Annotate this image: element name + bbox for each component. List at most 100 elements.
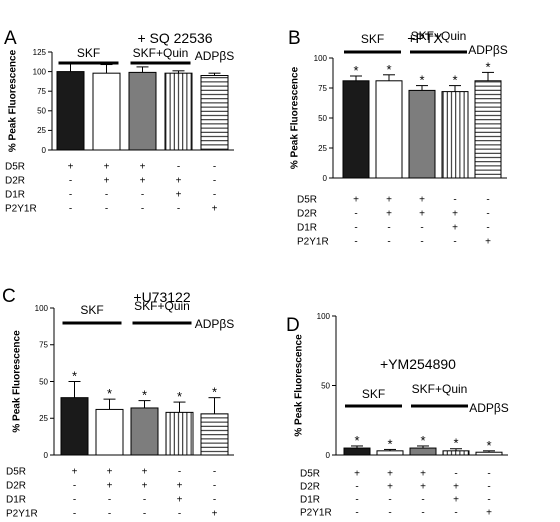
bar-1 bbox=[342, 80, 370, 179]
row-label-d2r: D2R bbox=[5, 176, 25, 187]
row-mark: + bbox=[419, 209, 425, 220]
bar-5 bbox=[200, 413, 229, 456]
row-mark: - bbox=[387, 237, 390, 248]
row-mark: + bbox=[420, 469, 426, 480]
row-mark: + bbox=[453, 495, 459, 506]
row-mark: - bbox=[420, 223, 423, 234]
row-mark: - bbox=[108, 495, 111, 506]
y-tick-label: 0 bbox=[323, 174, 328, 183]
significance-star-5: * bbox=[486, 438, 491, 453]
y-tick-label: 100 bbox=[317, 312, 331, 321]
row-mark: + bbox=[107, 481, 113, 492]
row-mark: - bbox=[486, 195, 489, 206]
bar-2 bbox=[375, 80, 403, 179]
group-label-1: SKF bbox=[362, 387, 385, 401]
significance-star-4: * bbox=[177, 389, 182, 404]
row-mark: - bbox=[486, 223, 489, 234]
row-mark: + bbox=[486, 508, 492, 519]
significance-star-4: * bbox=[453, 436, 458, 451]
bar-5 bbox=[474, 80, 502, 179]
y-tick-label: 25 bbox=[37, 126, 46, 135]
row-label-p2y1r: P2Y1R bbox=[5, 204, 37, 215]
bar-2 bbox=[92, 72, 121, 151]
row-mark: + bbox=[140, 162, 146, 173]
row-mark: - bbox=[178, 467, 181, 478]
y-tick-label: 100 bbox=[33, 67, 47, 76]
group-label-3: ADPβS bbox=[195, 317, 235, 331]
row-mark: + bbox=[140, 176, 146, 187]
row-label-d1r: D1R bbox=[5, 190, 25, 201]
row-mark: + bbox=[142, 481, 148, 492]
row-mark: - bbox=[388, 495, 391, 506]
row-mark: - bbox=[141, 190, 144, 201]
row-mark: - bbox=[213, 162, 216, 173]
y-tick-label: 50 bbox=[318, 114, 327, 123]
row-mark: + bbox=[419, 195, 425, 206]
panel-letter: B bbox=[288, 28, 301, 49]
y-axis-label: % Peak Fluorescence bbox=[12, 330, 23, 433]
row-label-d1r: D1R bbox=[300, 495, 320, 506]
row-mark: + bbox=[176, 190, 182, 201]
row-mark: + bbox=[452, 209, 458, 220]
row-mark: - bbox=[213, 481, 216, 492]
row-mark: - bbox=[73, 495, 76, 506]
bar-3 bbox=[408, 89, 436, 179]
group-label-1: SKF bbox=[80, 303, 103, 317]
row-mark: + bbox=[387, 482, 393, 493]
significance-star-2: * bbox=[107, 386, 112, 401]
row-label-d2r: D2R bbox=[300, 482, 320, 493]
significance-star-4: * bbox=[452, 73, 457, 88]
row-mark: - bbox=[213, 176, 216, 187]
row-mark: - bbox=[421, 495, 424, 506]
chart-panel-a: A + SQ 22536 % Peak Fluorescence 0 25 50 75 100… bbox=[4, 28, 234, 215]
group-label-2: SKF+Quin bbox=[134, 299, 190, 313]
bar-2 bbox=[376, 450, 404, 456]
row-mark: + bbox=[212, 509, 218, 520]
significance-star-1: * bbox=[353, 63, 358, 78]
row-mark: + bbox=[107, 467, 113, 478]
row-mark: - bbox=[105, 204, 108, 215]
row-mark: - bbox=[213, 190, 216, 201]
bar-4 bbox=[164, 72, 193, 151]
row-label-d2r: D2R bbox=[297, 209, 317, 220]
bar-3 bbox=[409, 447, 437, 456]
bar-1 bbox=[56, 71, 85, 151]
row-mark: + bbox=[212, 204, 218, 215]
bar-4 bbox=[442, 450, 470, 456]
panel-letter: C bbox=[2, 286, 16, 307]
bar-4 bbox=[165, 411, 194, 456]
panel-letter: A bbox=[4, 28, 17, 49]
row-label-d5r: D5R bbox=[297, 195, 317, 206]
row-mark: - bbox=[388, 508, 391, 519]
row-mark: - bbox=[143, 509, 146, 520]
group-label-2: SKF+Quin bbox=[412, 382, 468, 396]
row-mark: - bbox=[355, 495, 358, 506]
chart-title: + SQ 22536 bbox=[137, 30, 212, 46]
row-mark: - bbox=[420, 237, 423, 248]
row-mark: - bbox=[73, 481, 76, 492]
row-label-p2y1r: P2Y1R bbox=[300, 508, 332, 519]
row-mark: + bbox=[420, 482, 426, 493]
row-label-d5r: D5R bbox=[5, 162, 25, 173]
y-axis-label: % Peak Fluorescence bbox=[290, 66, 301, 169]
row-mark: + bbox=[353, 195, 359, 206]
panel-letter: D bbox=[286, 315, 300, 336]
significance-star-3: * bbox=[419, 73, 424, 88]
group-label-3: ADPβS bbox=[468, 43, 508, 57]
row-label-d5r: D5R bbox=[300, 469, 320, 480]
row-mark: - bbox=[487, 469, 490, 480]
row-mark: - bbox=[69, 204, 72, 215]
row-mark: + bbox=[176, 176, 182, 187]
group-label-1: SKF bbox=[77, 46, 100, 60]
bar-3 bbox=[130, 407, 159, 456]
bar-4 bbox=[441, 91, 469, 179]
chart-panel-c: C +U73122 % Peak Fluorescence 0 25 50 75 100 * * *… bbox=[2, 286, 234, 520]
y-tick-label: 0 bbox=[42, 146, 47, 155]
row-mark: - bbox=[108, 509, 111, 520]
y-tick-label: 100 bbox=[35, 304, 49, 313]
group-label-2: SKF+Quin bbox=[411, 29, 467, 43]
row-mark: - bbox=[454, 508, 457, 519]
row-mark: - bbox=[141, 204, 144, 215]
significance-star-5: * bbox=[485, 59, 490, 74]
